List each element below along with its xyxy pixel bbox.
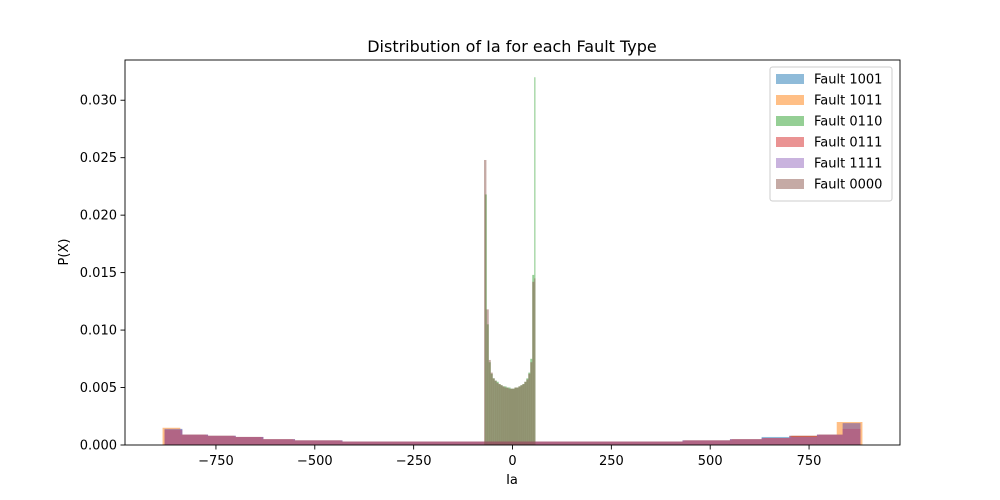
histogram-bar xyxy=(510,388,513,445)
legend-label: Fault 1001 xyxy=(814,73,882,88)
histogram-bar xyxy=(518,386,521,445)
y-tick-label: 0.005 xyxy=(80,381,117,396)
histogram-bar xyxy=(208,435,236,445)
legend-swatch xyxy=(776,158,804,168)
y-tick-label: 0.030 xyxy=(80,94,117,109)
legend-label: Fault 1111 xyxy=(814,157,882,172)
x-tick-label: 0 xyxy=(508,454,516,469)
histogram-bar xyxy=(342,441,394,445)
histogram-bar xyxy=(498,384,501,445)
histogram-bar xyxy=(526,379,529,445)
y-tick-label: 0.010 xyxy=(80,324,117,339)
x-axis-ticks: −750 −500 −250 0 250 500 750 xyxy=(198,445,821,469)
legend-item: Fault 1011 xyxy=(776,94,882,109)
histogram-bar xyxy=(530,362,533,445)
legend-label: Fault 0111 xyxy=(814,136,882,151)
histogram-bar xyxy=(534,77,536,446)
x-tick-label: −500 xyxy=(297,454,333,469)
y-tick-label: 0.015 xyxy=(80,266,117,281)
histogram-bar xyxy=(512,388,515,445)
histogram-bar xyxy=(500,385,503,445)
legend-swatch xyxy=(776,179,804,189)
histogram-bar xyxy=(506,387,509,445)
legend-swatch xyxy=(776,95,804,105)
histogram-bar xyxy=(532,281,535,445)
histogram-bar xyxy=(492,378,495,445)
legend-label: Fault 0000 xyxy=(814,178,882,193)
legend-swatch xyxy=(776,137,804,147)
series-fault-0000 xyxy=(484,159,536,446)
histogram-bar xyxy=(761,438,790,445)
x-tick-label: 750 xyxy=(797,454,822,469)
legend-item: Fault 1111 xyxy=(776,157,882,172)
histogram-bar xyxy=(534,278,536,445)
legend-item: Fault 0110 xyxy=(776,115,882,130)
x-tick-label: −750 xyxy=(198,454,234,469)
legend-swatch xyxy=(776,116,804,126)
histogram-bar xyxy=(682,440,730,445)
histogram-bar xyxy=(484,159,487,446)
histogram-bar xyxy=(729,439,762,445)
histogram-bar xyxy=(496,382,499,445)
histogram-bar xyxy=(631,441,683,445)
y-axis-label: P(X) xyxy=(57,239,72,266)
histogram-bar xyxy=(295,440,343,445)
y-tick-label: 0.020 xyxy=(80,209,117,224)
x-tick-label: 500 xyxy=(698,454,723,469)
legend-item: Fault 1001 xyxy=(776,73,882,88)
legend-label: Fault 1011 xyxy=(814,94,882,109)
histogram-bar xyxy=(488,359,491,445)
histogram-bar xyxy=(514,387,517,445)
histogram-bar xyxy=(235,436,264,445)
legend-label: Fault 0110 xyxy=(814,115,882,130)
histogram-bar xyxy=(486,309,489,445)
histogram-bar xyxy=(524,381,527,445)
x-tick-label: −250 xyxy=(396,454,432,469)
legend-swatch xyxy=(776,74,804,84)
x-axis-label: Ia xyxy=(506,473,518,488)
y-tick-label: 0.025 xyxy=(80,151,117,166)
legend-item: Fault 0000 xyxy=(776,178,882,193)
histogram-bar xyxy=(182,434,209,445)
histogram-bar xyxy=(522,384,525,445)
histogram-bar xyxy=(502,386,505,445)
histogram-bar xyxy=(816,434,843,445)
histogram-bar xyxy=(508,388,511,445)
legend-item: Fault 0111 xyxy=(776,136,882,151)
histogram-bar xyxy=(164,428,183,445)
histogram-bar xyxy=(263,439,296,445)
x-tick-label: 250 xyxy=(599,454,624,469)
histogram-bar xyxy=(842,423,861,445)
histogram-bar xyxy=(494,380,497,445)
legend: Fault 1001 Fault 1011 Fault 0110 Fault 0111… xyxy=(769,66,893,202)
y-tick-label: 0.000 xyxy=(80,439,117,454)
histogram-bars xyxy=(162,77,863,446)
y-axis-ticks: 0.000 0.005 0.010 0.015 0.020 0.025 0.030 xyxy=(80,94,125,454)
histogram-bar xyxy=(520,385,523,445)
chart-title: Distribution of Ia for each Fault Type xyxy=(367,37,657,56)
histogram-bar xyxy=(490,372,493,445)
histogram-bar xyxy=(528,373,531,445)
histogram-bar xyxy=(789,436,817,445)
histogram-bar xyxy=(504,387,507,445)
histogram-bar xyxy=(516,387,519,445)
